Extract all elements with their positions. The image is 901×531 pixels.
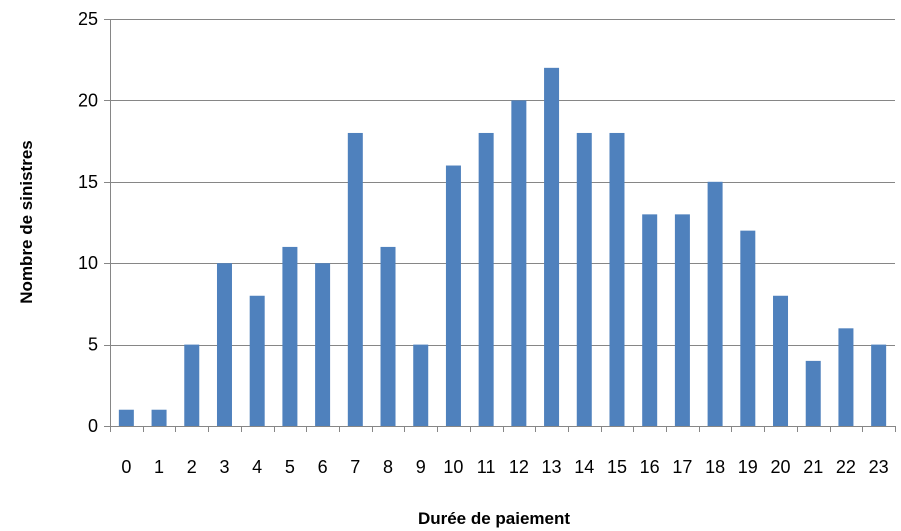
bar (544, 67, 560, 426)
bar (282, 246, 298, 426)
axes (104, 19, 896, 432)
x-tick-label: 7 (350, 457, 360, 477)
bar (118, 409, 134, 426)
x-tick-label: 14 (574, 457, 594, 477)
x-tick-label: 16 (640, 457, 660, 477)
y-tick-label: 10 (78, 253, 98, 273)
bar (445, 165, 461, 426)
x-tick-label: 11 (477, 457, 496, 477)
bar (740, 230, 756, 426)
x-tick-label: 4 (252, 457, 262, 477)
gridlines (110, 19, 895, 346)
bar (674, 214, 690, 426)
bar (871, 344, 887, 426)
x-tick-label: 15 (607, 457, 627, 477)
y-tick-label: 15 (78, 172, 98, 192)
y-tick-label: 20 (78, 90, 98, 110)
x-tick-label: 2 (187, 457, 197, 477)
bar (216, 263, 232, 426)
x-tick-label: 6 (318, 457, 328, 477)
bar (315, 263, 331, 426)
bar (184, 344, 200, 426)
bar (773, 295, 789, 426)
y-tick-label: 25 (78, 9, 98, 29)
bar (478, 132, 494, 426)
x-tick-label: 20 (771, 457, 791, 477)
bar (380, 246, 396, 426)
x-tick-label: 19 (738, 457, 758, 477)
x-tick-label: 8 (383, 457, 393, 477)
y-tick-label: 5 (88, 335, 98, 355)
bar (151, 409, 167, 426)
bars (118, 67, 887, 427)
bar (805, 360, 821, 426)
bar (838, 328, 854, 426)
bar (707, 181, 723, 426)
bar (249, 295, 265, 426)
bar (642, 214, 658, 426)
x-tick-label: 22 (836, 457, 856, 477)
x-tick-label: 13 (542, 457, 562, 477)
x-tick-label: 9 (416, 457, 426, 477)
x-tick-label: 3 (219, 457, 229, 477)
x-tick-label: 5 (285, 457, 295, 477)
y-tick-label: 0 (88, 416, 98, 436)
x-tick-label: 12 (509, 457, 529, 477)
bar (413, 344, 429, 426)
x-tick-label: 18 (705, 457, 725, 477)
bar (347, 132, 363, 426)
bar (576, 132, 592, 426)
x-tick-label: 0 (121, 457, 131, 477)
x-tick-label: 10 (443, 457, 463, 477)
y-axis-title: Nombre de sinistres (17, 140, 36, 303)
x-axis-title: Durée de paiement (418, 509, 570, 528)
bar (609, 132, 625, 426)
x-tick-label: 21 (803, 457, 823, 477)
x-tick-label: 1 (154, 457, 164, 477)
x-tick-label: 17 (672, 457, 692, 477)
x-tick-label: 23 (869, 457, 889, 477)
bar (511, 100, 527, 427)
